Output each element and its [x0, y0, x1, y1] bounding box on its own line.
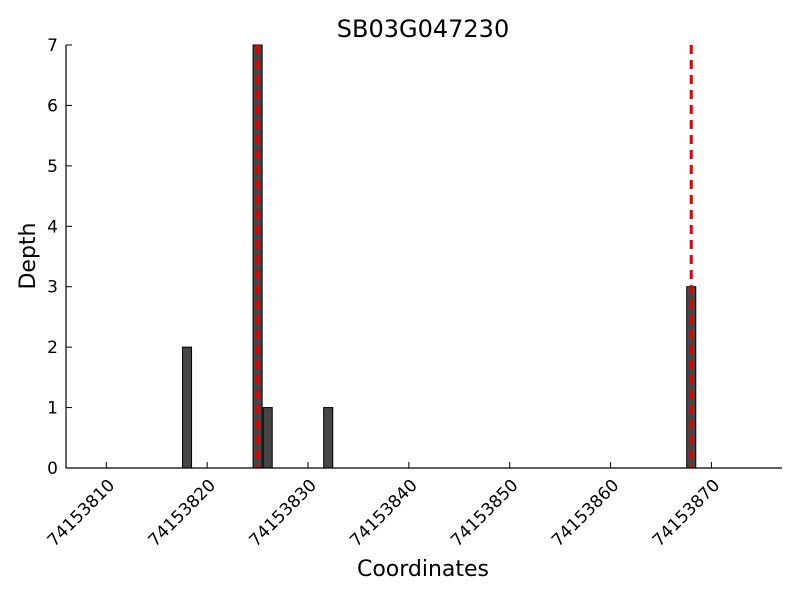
y-tick-label-1: 1: [47, 399, 58, 419]
x-tick-label-1: 74153820: [145, 476, 220, 551]
y-tick-label-7: 7: [47, 36, 58, 56]
x-tick-label-2: 74153830: [245, 476, 320, 551]
bars: [181, 44, 697, 469]
y-tick-label-0: 0: [47, 459, 58, 479]
x-tick-label-6: 74153870: [649, 476, 724, 551]
bar-2: [262, 407, 273, 469]
x-ticks: 74153810 74153820 74153830 74153840 74153850…: [44, 462, 724, 551]
axes: [65, 45, 782, 469]
y-tick-label-5: 5: [47, 157, 58, 177]
x-tick-label-5: 74153860: [548, 476, 623, 551]
chart-title: SB03G047230: [337, 15, 509, 43]
x-tick-label-0: 74153810: [44, 476, 119, 551]
y-tick-label-3: 3: [47, 278, 58, 298]
y-tick-label-2: 2: [47, 338, 58, 358]
y-tick-label-6: 6: [47, 96, 58, 116]
y-axis-label: Depth: [16, 222, 41, 289]
x-axis-label: Coordinates: [357, 557, 489, 582]
plot-area: 0 1 2 3 4 5 6 7 74153810 74153820 74153830 7415384…: [44, 36, 782, 551]
bar-3: [323, 407, 334, 469]
y-tick-label-4: 4: [47, 217, 58, 237]
x-tick-label-4: 74153850: [447, 476, 522, 551]
x-tick-label-3: 74153840: [346, 476, 421, 551]
bar-0: [181, 346, 193, 469]
y-ticks: 0 1 2 3 4 5 6 7: [47, 36, 72, 479]
marker-lines: [256, 45, 693, 468]
